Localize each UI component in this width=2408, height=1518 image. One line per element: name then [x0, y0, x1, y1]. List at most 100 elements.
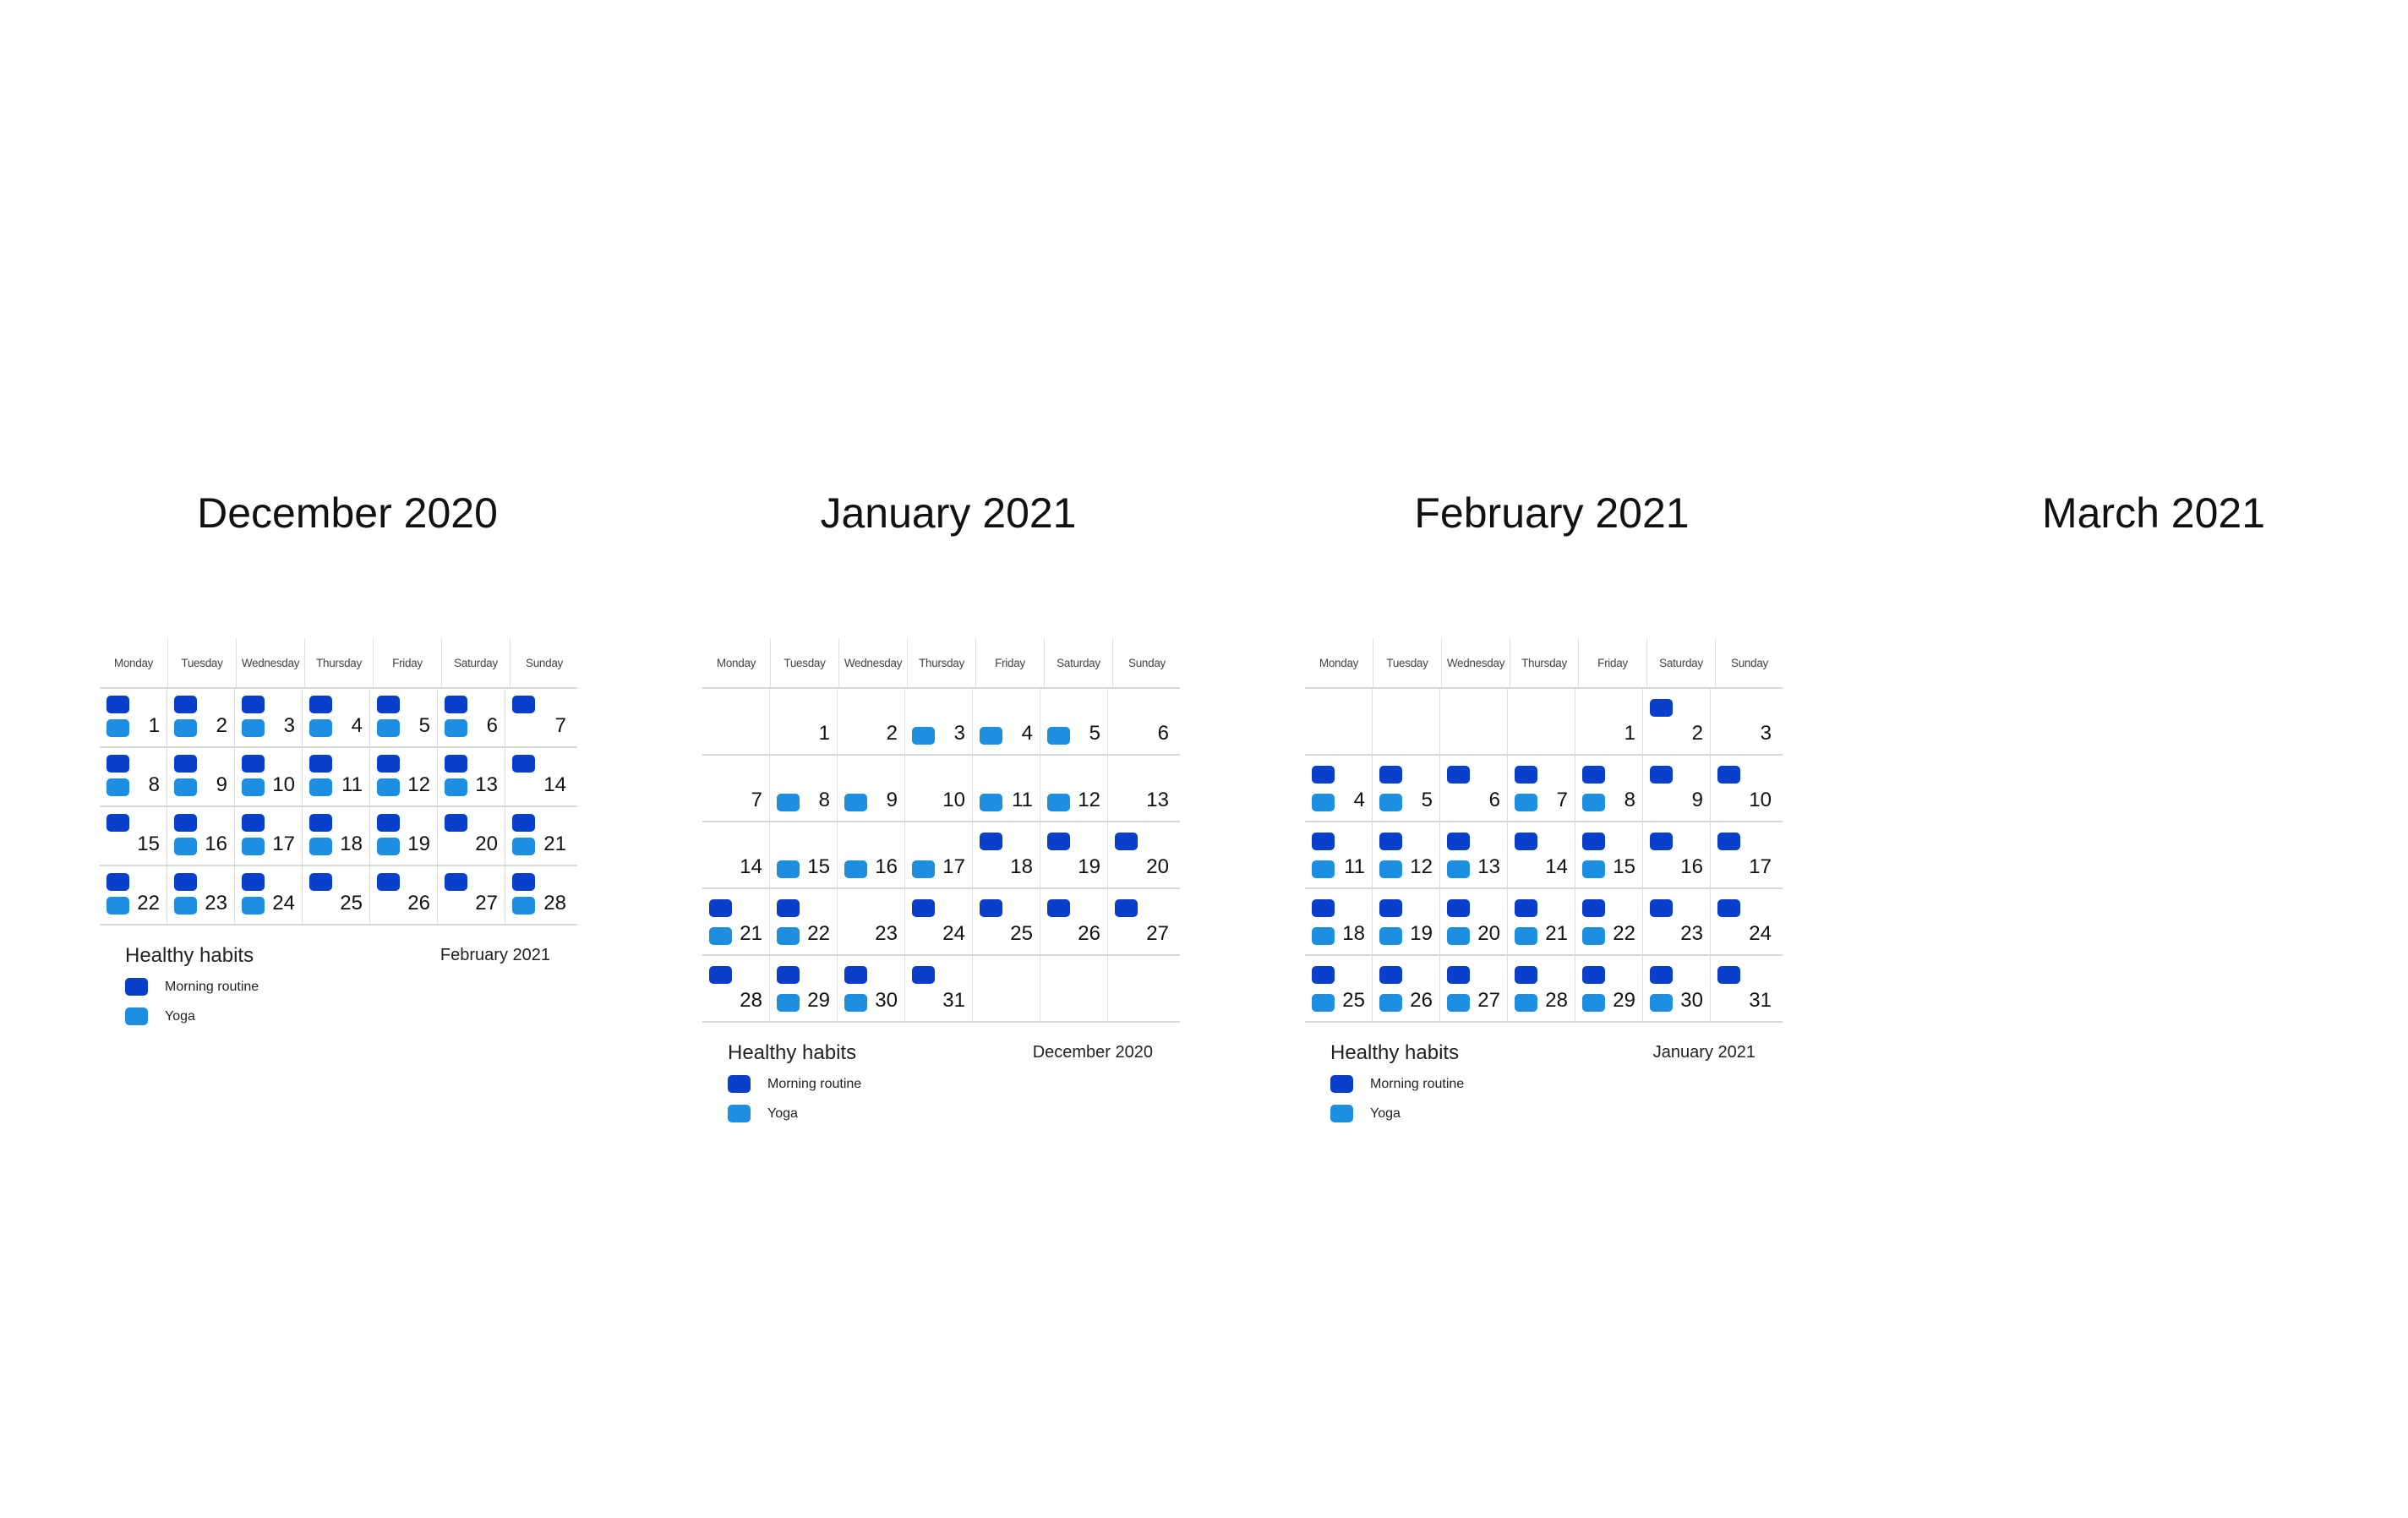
day-cell[interactable]: 22 — [770, 889, 838, 954]
day-cell[interactable] — [1440, 689, 1508, 754]
day-cell[interactable]: 30 — [1643, 956, 1711, 1021]
day-cell[interactable]: 16 — [1643, 822, 1711, 887]
day-cell[interactable]: 10 — [235, 748, 303, 805]
day-cell[interactable]: 13 — [438, 748, 505, 805]
day-cell[interactable]: 2 — [167, 689, 235, 746]
day-cell[interactable]: 26 — [370, 866, 438, 924]
day-cell[interactable]: 21 — [505, 807, 573, 865]
day-cell[interactable]: 12 — [1040, 756, 1108, 821]
day-cell[interactable]: 3 — [1711, 689, 1778, 754]
day-cell[interactable] — [1108, 956, 1176, 1021]
day-cell[interactable]: 26 — [1040, 889, 1108, 954]
day-cell[interactable]: 3 — [235, 689, 303, 746]
day-cell[interactable]: 25 — [973, 889, 1040, 954]
day-cell[interactable]: 11 — [973, 756, 1040, 821]
day-cell[interactable]: 31 — [1711, 956, 1778, 1021]
day-cell[interactable]: 16 — [167, 807, 235, 865]
day-cell[interactable]: 11 — [1305, 822, 1373, 887]
day-cell[interactable]: 7 — [702, 756, 770, 821]
day-cell[interactable] — [702, 689, 770, 754]
day-cell[interactable]: 4 — [1305, 756, 1373, 821]
day-cell[interactable]: 9 — [167, 748, 235, 805]
day-cell[interactable]: 26 — [1373, 956, 1440, 1021]
day-cell[interactable]: 20 — [1108, 822, 1176, 887]
day-cell[interactable]: 1 — [1575, 689, 1643, 754]
day-cell[interactable]: 6 — [438, 689, 505, 746]
day-cell[interactable]: 24 — [235, 866, 303, 924]
day-cell[interactable]: 5 — [1373, 756, 1440, 821]
day-cell[interactable]: 24 — [1711, 889, 1778, 954]
day-cell[interactable]: 30 — [838, 956, 905, 1021]
day-cell[interactable]: 22 — [100, 866, 167, 924]
day-cell[interactable]: 14 — [1508, 822, 1575, 887]
day-cell[interactable]: 19 — [370, 807, 438, 865]
day-cell[interactable]: 8 — [770, 756, 838, 821]
day-cell[interactable]: 15 — [1575, 822, 1643, 887]
day-cell[interactable]: 1 — [100, 689, 167, 746]
day-cell[interactable]: 27 — [438, 866, 505, 924]
day-cell[interactable]: 27 — [1440, 956, 1508, 1021]
day-cell[interactable] — [1508, 689, 1575, 754]
day-cell[interactable]: 28 — [505, 866, 573, 924]
day-cell[interactable]: 22 — [1575, 889, 1643, 954]
day-cell[interactable]: 14 — [702, 822, 770, 887]
day-cell[interactable]: 8 — [100, 748, 167, 805]
day-cell[interactable]: 23 — [1643, 889, 1711, 954]
day-cell[interactable]: 10 — [1711, 756, 1778, 821]
day-cell[interactable]: 24 — [905, 889, 973, 954]
day-cell[interactable]: 8 — [1575, 756, 1643, 821]
day-cell[interactable]: 6 — [1108, 689, 1176, 754]
day-cell[interactable]: 21 — [1508, 889, 1575, 954]
day-cell[interactable]: 17 — [235, 807, 303, 865]
day-cell[interactable]: 25 — [303, 866, 370, 924]
day-cell[interactable]: 7 — [505, 689, 573, 746]
day-cell[interactable]: 2 — [1643, 689, 1711, 754]
day-cell[interactable] — [1040, 956, 1108, 1021]
day-cell[interactable]: 5 — [370, 689, 438, 746]
day-cell[interactable]: 17 — [1711, 822, 1778, 887]
day-cell[interactable]: 19 — [1040, 822, 1108, 887]
day-cell[interactable]: 27 — [1108, 889, 1176, 954]
day-cell[interactable]: 16 — [838, 822, 905, 887]
day-cell[interactable]: 5 — [1040, 689, 1108, 754]
day-cell[interactable]: 12 — [1373, 822, 1440, 887]
day-number: 7 — [751, 789, 762, 811]
day-cell[interactable]: 12 — [370, 748, 438, 805]
day-cell[interactable]: 18 — [973, 822, 1040, 887]
day-cell[interactable] — [1373, 689, 1440, 754]
day-cell[interactable]: 21 — [702, 889, 770, 954]
day-cell[interactable]: 18 — [303, 807, 370, 865]
day-cell[interactable]: 4 — [303, 689, 370, 746]
day-cell[interactable]: 18 — [1305, 889, 1373, 954]
day-cell[interactable]: 7 — [1508, 756, 1575, 821]
day-cell[interactable]: 9 — [1643, 756, 1711, 821]
day-cell[interactable]: 15 — [770, 822, 838, 887]
day-cell[interactable]: 10 — [905, 756, 973, 821]
day-cell[interactable]: 28 — [1508, 956, 1575, 1021]
day-cell[interactable]: 31 — [905, 956, 973, 1021]
day-cell[interactable]: 3 — [905, 689, 973, 754]
day-cell[interactable]: 2 — [838, 689, 905, 754]
day-cell[interactable] — [973, 956, 1040, 1021]
day-cell[interactable]: 9 — [838, 756, 905, 821]
day-cell[interactable]: 13 — [1440, 822, 1508, 887]
day-cell[interactable]: 6 — [1440, 756, 1508, 821]
day-cell[interactable]: 11 — [303, 748, 370, 805]
day-cell[interactable]: 29 — [1575, 956, 1643, 1021]
day-cell[interactable]: 29 — [770, 956, 838, 1021]
day-cell[interactable]: 28 — [702, 956, 770, 1021]
day-cell[interactable]: 17 — [905, 822, 973, 887]
day-cell[interactable]: 25 — [1305, 956, 1373, 1021]
day-cell[interactable] — [1305, 689, 1373, 754]
day-cell[interactable]: 15 — [100, 807, 167, 865]
day-cell[interactable]: 23 — [167, 866, 235, 924]
day-cell[interactable]: 1 — [770, 689, 838, 754]
day-cell[interactable]: 20 — [438, 807, 505, 865]
day-cell[interactable]: 4 — [973, 689, 1040, 754]
day-cell[interactable]: 20 — [1440, 889, 1508, 954]
day-number: 5 — [1089, 722, 1100, 745]
day-cell[interactable]: 14 — [505, 748, 573, 805]
day-cell[interactable]: 19 — [1373, 889, 1440, 954]
day-cell[interactable]: 13 — [1108, 756, 1176, 821]
day-cell[interactable]: 23 — [838, 889, 905, 954]
